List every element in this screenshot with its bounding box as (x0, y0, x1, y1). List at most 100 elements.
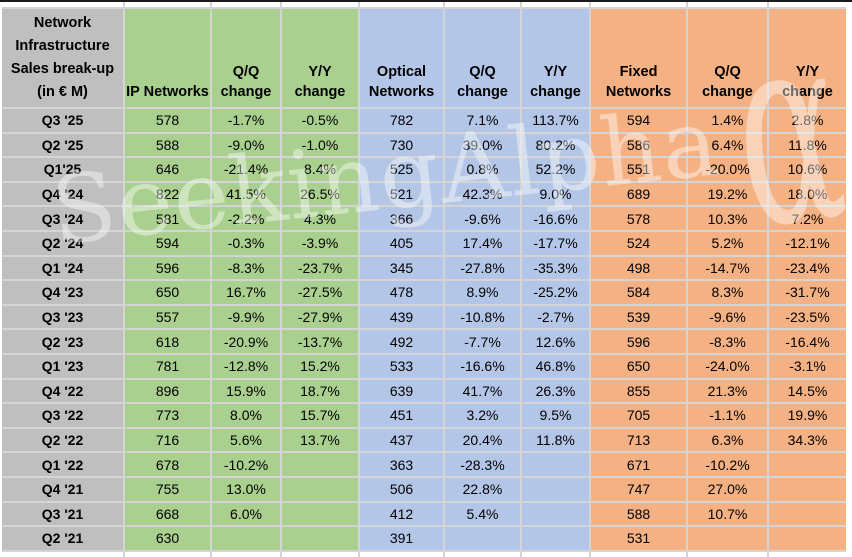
table-cell: 5.2% (688, 231, 767, 255)
table-cell: 646 (125, 158, 210, 181)
row-label-cell: Q2 '25 (2, 133, 123, 157)
table-cell: 730 (360, 133, 443, 157)
table-cell: 781 (125, 354, 210, 378)
table-cell: -23.7% (282, 256, 358, 280)
table-cell: 773 (125, 404, 210, 427)
table-cell: 13.7% (282, 428, 358, 452)
table-cell: -2.2% (212, 207, 280, 230)
table-cell (282, 502, 358, 526)
row-label-cell: Q2 '21 (2, 527, 123, 550)
table-cell: 26.3% (522, 379, 589, 403)
table-cell: -7.7% (445, 330, 520, 353)
table-cell: 22.8% (445, 477, 520, 501)
table-cell: -12.8% (212, 354, 280, 378)
table-title-line: Network (33, 15, 92, 31)
table-cell: 557 (125, 305, 210, 329)
table-cell: 639 (360, 379, 443, 403)
table-cell: 678 (125, 453, 210, 476)
table-cell: -2.7% (522, 305, 589, 329)
table-cell: -0.3% (212, 231, 280, 255)
table-cell: 14.5% (769, 379, 846, 403)
table-cell: 498 (591, 256, 686, 280)
table-cell: 478 (360, 281, 443, 304)
column-header: IP Networks (125, 9, 210, 107)
table-cell: 2.8% (769, 109, 846, 132)
table-cell: 16.7% (212, 281, 280, 304)
table-cell: -8.3% (688, 330, 767, 353)
column-header: Y/Y change (282, 9, 358, 107)
table-cell: 896 (125, 379, 210, 403)
row-label-cell: Q2 '24 (2, 231, 123, 255)
table-cell: -12.1% (769, 231, 846, 255)
table-cell (688, 527, 767, 550)
column-header: Y/Y change (522, 9, 589, 107)
table-cell: 20.4% (445, 428, 520, 452)
table-cell: 1.4% (688, 109, 767, 132)
grid-tick-cell (591, 551, 686, 557)
table-cell: 13.0% (212, 477, 280, 501)
table-cell: -16.4% (769, 330, 846, 353)
grid-tick-cell (769, 551, 846, 557)
table-cell (212, 527, 280, 550)
table-cell: 782 (360, 109, 443, 132)
table-cell: -9.9% (212, 305, 280, 329)
table-title-line: Sales break-up (10, 61, 115, 77)
grid-tick-cell (445, 2, 520, 7)
table-cell: -1.0% (282, 133, 358, 157)
table-cell: 594 (125, 231, 210, 255)
table-cell: -3.9% (282, 231, 358, 255)
table-cell: -25.2% (522, 281, 589, 304)
table-cell: 671 (591, 453, 686, 476)
table-cell: 689 (591, 182, 686, 206)
table-cell (769, 502, 846, 526)
table-cell (522, 453, 589, 476)
grid-tick-cell (688, 551, 767, 557)
column-header: Q/Q change (445, 9, 520, 107)
table-cell: 5.6% (212, 428, 280, 452)
table-cell: 18.7% (282, 379, 358, 403)
table-cell: -17.7% (522, 231, 589, 255)
table-cell (769, 477, 846, 501)
column-header: Y/Y change (769, 9, 846, 107)
table-cell: 539 (591, 305, 686, 329)
table-cell: 9.5% (522, 404, 589, 427)
table-cell: 855 (591, 379, 686, 403)
table-cell: 533 (360, 354, 443, 378)
table-cell: 596 (125, 256, 210, 280)
table-cell: 11.8% (769, 133, 846, 157)
table-cell: 26.5% (282, 182, 358, 206)
table-cell: -23.5% (769, 305, 846, 329)
row-label-cell: Q2 '22 (2, 428, 123, 452)
table-cell: 15.7% (282, 404, 358, 427)
table-cell: -0.5% (282, 109, 358, 132)
row-label-cell: Q1 '23 (2, 354, 123, 378)
table-cell: -27.9% (282, 305, 358, 329)
grid-tick-cell (522, 2, 589, 7)
table-cell (445, 527, 520, 550)
table-cell (522, 477, 589, 501)
table-cell: 713 (591, 428, 686, 452)
table-cell: 17.4% (445, 231, 520, 255)
table-cell: -16.6% (445, 354, 520, 378)
table-cell: 492 (360, 330, 443, 353)
table-cell: 584 (591, 281, 686, 304)
table-title-line: (in € M) (37, 84, 88, 100)
table-cell: -10.2% (688, 453, 767, 476)
grid-tick-cell (2, 551, 123, 557)
table-cell: -1.1% (688, 404, 767, 427)
grid-tick-cell (125, 551, 210, 557)
table-cell: 8.9% (445, 281, 520, 304)
table-cell: 578 (591, 207, 686, 230)
grid-tick-cell (125, 2, 210, 7)
row-label-cell: Q3 '22 (2, 404, 123, 427)
table-cell: 412 (360, 502, 443, 526)
table-cell: 755 (125, 477, 210, 501)
table-cell: 6.0% (212, 502, 280, 526)
grid-tick-cell (769, 2, 846, 7)
grid-tick-cell (212, 551, 280, 557)
table-cell: 588 (125, 133, 210, 157)
grid-tick-cell (445, 551, 520, 557)
table-cell: 10.6% (769, 158, 846, 181)
table-cell: 391 (360, 527, 443, 550)
grid-tick-cell (2, 2, 123, 7)
